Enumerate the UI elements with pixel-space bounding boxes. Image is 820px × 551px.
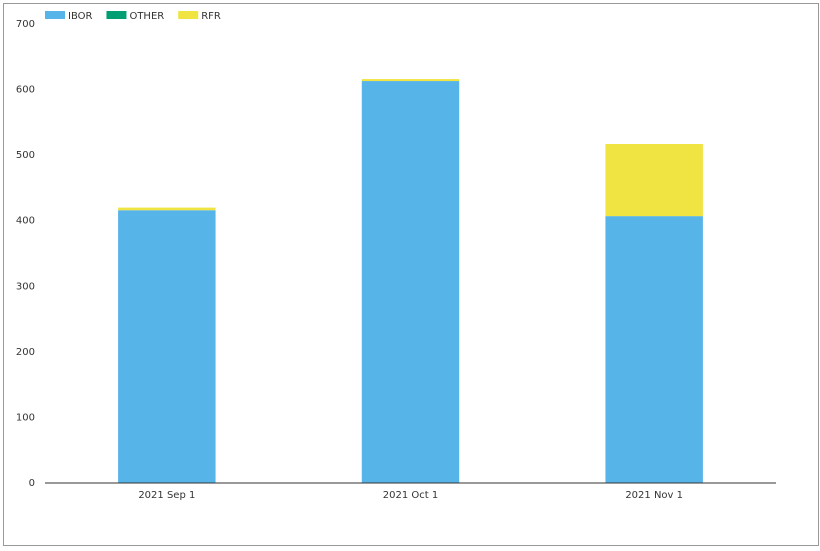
y-tick-label: 500 [16,150,35,161]
legend-swatch [178,11,199,19]
bar-segment [361,79,460,82]
bar-segment [118,207,216,211]
bar-segment [605,143,703,217]
y-tick-label: 400 [16,216,35,227]
y-tick-label: 200 [16,347,35,358]
legend-label: IBOR [68,11,93,22]
bar-segment [361,81,460,483]
legend-label: RFR [201,11,221,22]
bar-segment [605,216,703,484]
y-tick-label: 0 [29,478,35,489]
legend-swatch [45,11,65,19]
legend-label: OTHER [129,11,164,22]
x-tick-label: 2021 Nov 1 [625,490,683,501]
legend-swatch [106,11,127,19]
x-tick-label: 2021 Sep 1 [138,490,195,501]
y-tick-label: 700 [16,19,35,30]
x-tick-label: 2021 Oct 1 [383,490,438,501]
y-tick-label: 600 [16,85,35,96]
y-tick-label: 100 [16,412,35,423]
bar-segment [118,210,216,484]
y-tick-label: 300 [16,281,35,292]
